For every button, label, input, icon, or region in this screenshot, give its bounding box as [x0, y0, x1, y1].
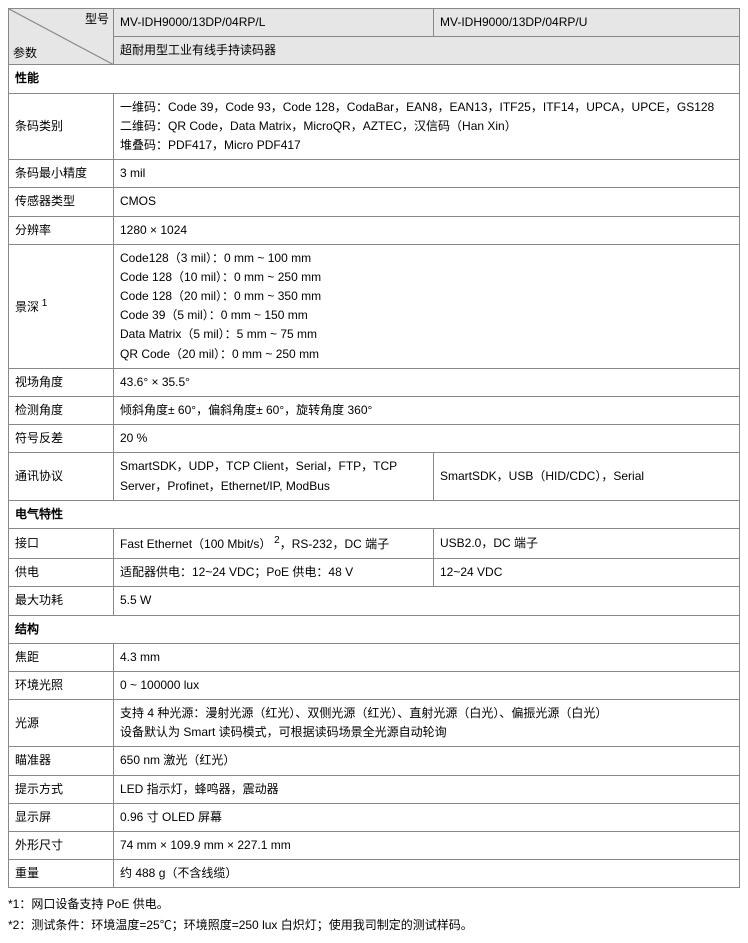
display-label: 显示屏 — [9, 803, 114, 831]
maxp-value: 5.5 W — [114, 587, 740, 615]
iface-u-value: USB2.0，DC 端子 — [434, 528, 740, 558]
row-dimensions: 外形尺寸 74 mm × 109.9 mm × 227.1 mm — [9, 832, 740, 860]
protocol-u-value: SmartSDK，USB（HID/CDC），Serial — [434, 453, 740, 500]
dim-value: 74 mm × 109.9 mm × 227.1 mm — [114, 832, 740, 860]
header-row-desc: 超耐用型工业有线手持读码器 — [9, 37, 740, 65]
row-indicator: 提示方式 LED 指示灯，蜂鸣器，震动器 — [9, 775, 740, 803]
focal-label: 焦距 — [9, 643, 114, 671]
row-interface: 接口 Fast Ethernet（100 Mbit/s） 2，RS-232，DC… — [9, 528, 740, 558]
dof-label: 景深 1 — [9, 244, 114, 368]
detect-angle-label: 检测角度 — [9, 397, 114, 425]
min-res-value: 3 mil — [114, 160, 740, 188]
aimer-label: 瞄准器 — [9, 747, 114, 775]
sensor-value: CMOS — [114, 188, 740, 216]
row-barcode-type: 条码类别 一维码：Code 39，Code 93，Code 128，CodaBa… — [9, 93, 740, 160]
param-model-diag-cell: 型号 参数 — [9, 9, 114, 65]
row-maxpower: 最大功耗 5.5 W — [9, 587, 740, 615]
power-u-value: 12~24 VDC — [434, 559, 740, 587]
iface-l-value: Fast Ethernet（100 Mbit/s） 2，RS-232，DC 端子 — [114, 528, 434, 558]
footnote-2: *2：测试条件：环境温度=25℃；环境照度=250 lux 白炽灯；使用我司制定… — [8, 915, 740, 935]
dim-label: 外形尺寸 — [9, 832, 114, 860]
light-value: 支持 4 种光源：漫射光源（红光）、双侧光源（红光）、直射光源（白光）、偏振光源… — [114, 700, 740, 747]
row-weight: 重量 约 488 g（不含线缆） — [9, 860, 740, 888]
power-l-value: 适配器供电：12~24 VDC；PoE 供电：48 V — [114, 559, 434, 587]
footnote-1: *1：网口设备支持 PoE 供电。 — [8, 894, 740, 914]
footnotes: *1：网口设备支持 PoE 供电。 *2：测试条件：环境温度=25℃；环境照度=… — [8, 894, 740, 935]
row-detect-angle: 检测角度 倾斜角度± 60°，偏斜角度± 60°，旋转角度 360° — [9, 397, 740, 425]
protocol-l-value: SmartSDK，UDP，TCP Client，Serial，FTP，TCP S… — [114, 453, 434, 500]
row-display: 显示屏 0.96 寸 OLED 屏幕 — [9, 803, 740, 831]
model-l-cell: MV-IDH9000/13DP/04RP/L — [114, 9, 434, 37]
row-ambient: 环境光照 0 ~ 100000 lux — [9, 671, 740, 699]
weight-label: 重量 — [9, 860, 114, 888]
section-structure: 结构 — [9, 615, 740, 643]
ambient-value: 0 ~ 100000 lux — [114, 671, 740, 699]
row-contrast: 符号反差 20 % — [9, 425, 740, 453]
barcode-type-label: 条码类别 — [9, 93, 114, 160]
ambient-label: 环境光照 — [9, 671, 114, 699]
row-fov: 视场角度 43.6° × 35.5° — [9, 368, 740, 396]
dof-value: Code128（3 mil）：0 mm ~ 100 mm Code 128（10… — [114, 244, 740, 368]
iface-l-pre: Fast Ethernet（100 Mbit/s） — [120, 537, 271, 551]
fov-value: 43.6° × 35.5° — [114, 368, 740, 396]
iface-footnote-ref: 2 — [271, 535, 279, 546]
param-axis-label: 参数 — [13, 44, 37, 63]
barcode-type-value: 一维码：Code 39，Code 93，Code 128，CodaBar，EAN… — [114, 93, 740, 160]
resolution-value: 1280 × 1024 — [114, 216, 740, 244]
iface-l-post: ，RS-232，DC 端子 — [280, 537, 389, 551]
detect-angle-value: 倾斜角度± 60°，偏斜角度± 60°，旋转角度 360° — [114, 397, 740, 425]
header-row-models: 型号 参数 MV-IDH9000/13DP/04RP/L MV-IDH9000/… — [9, 9, 740, 37]
model-axis-label: 型号 — [85, 10, 109, 29]
product-desc: 超耐用型工业有线手持读码器 — [114, 37, 740, 65]
protocol-label: 通讯协议 — [9, 453, 114, 500]
display-value: 0.96 寸 OLED 屏幕 — [114, 803, 740, 831]
contrast-value: 20 % — [114, 425, 740, 453]
model-u-cell: MV-IDH9000/13DP/04RP/U — [434, 9, 740, 37]
resolution-label: 分辨率 — [9, 216, 114, 244]
row-focal: 焦距 4.3 mm — [9, 643, 740, 671]
row-light: 光源 支持 4 种光源：漫射光源（红光）、双侧光源（红光）、直射光源（白光）、偏… — [9, 700, 740, 747]
power-label: 供电 — [9, 559, 114, 587]
light-label: 光源 — [9, 700, 114, 747]
focal-value: 4.3 mm — [114, 643, 740, 671]
weight-value: 约 488 g（不含线缆） — [114, 860, 740, 888]
row-dof: 景深 1 Code128（3 mil）：0 mm ~ 100 mm Code 1… — [9, 244, 740, 368]
sensor-label: 传感器类型 — [9, 188, 114, 216]
section-performance: 性能 — [9, 65, 740, 93]
row-resolution: 分辨率 1280 × 1024 — [9, 216, 740, 244]
dof-footnote-ref: 1 — [39, 298, 47, 309]
row-min-resolution: 条码最小精度 3 mil — [9, 160, 740, 188]
row-protocol: 通讯协议 SmartSDK，UDP，TCP Client，Serial，FTP，… — [9, 453, 740, 500]
min-res-label: 条码最小精度 — [9, 160, 114, 188]
contrast-label: 符号反差 — [9, 425, 114, 453]
aimer-value: 650 nm 激光（红光） — [114, 747, 740, 775]
section-electrical: 电气特性 — [9, 500, 740, 528]
row-sensor: 传感器类型 CMOS — [9, 188, 740, 216]
spec-table: 型号 参数 MV-IDH9000/13DP/04RP/L MV-IDH9000/… — [8, 8, 740, 888]
iface-label: 接口 — [9, 528, 114, 558]
dof-label-text: 景深 — [15, 300, 39, 314]
row-aimer: 瞄准器 650 nm 激光（红光） — [9, 747, 740, 775]
indicator-value: LED 指示灯，蜂鸣器，震动器 — [114, 775, 740, 803]
fov-label: 视场角度 — [9, 368, 114, 396]
row-power: 供电 适配器供电：12~24 VDC；PoE 供电：48 V 12~24 VDC — [9, 559, 740, 587]
indicator-label: 提示方式 — [9, 775, 114, 803]
maxp-label: 最大功耗 — [9, 587, 114, 615]
